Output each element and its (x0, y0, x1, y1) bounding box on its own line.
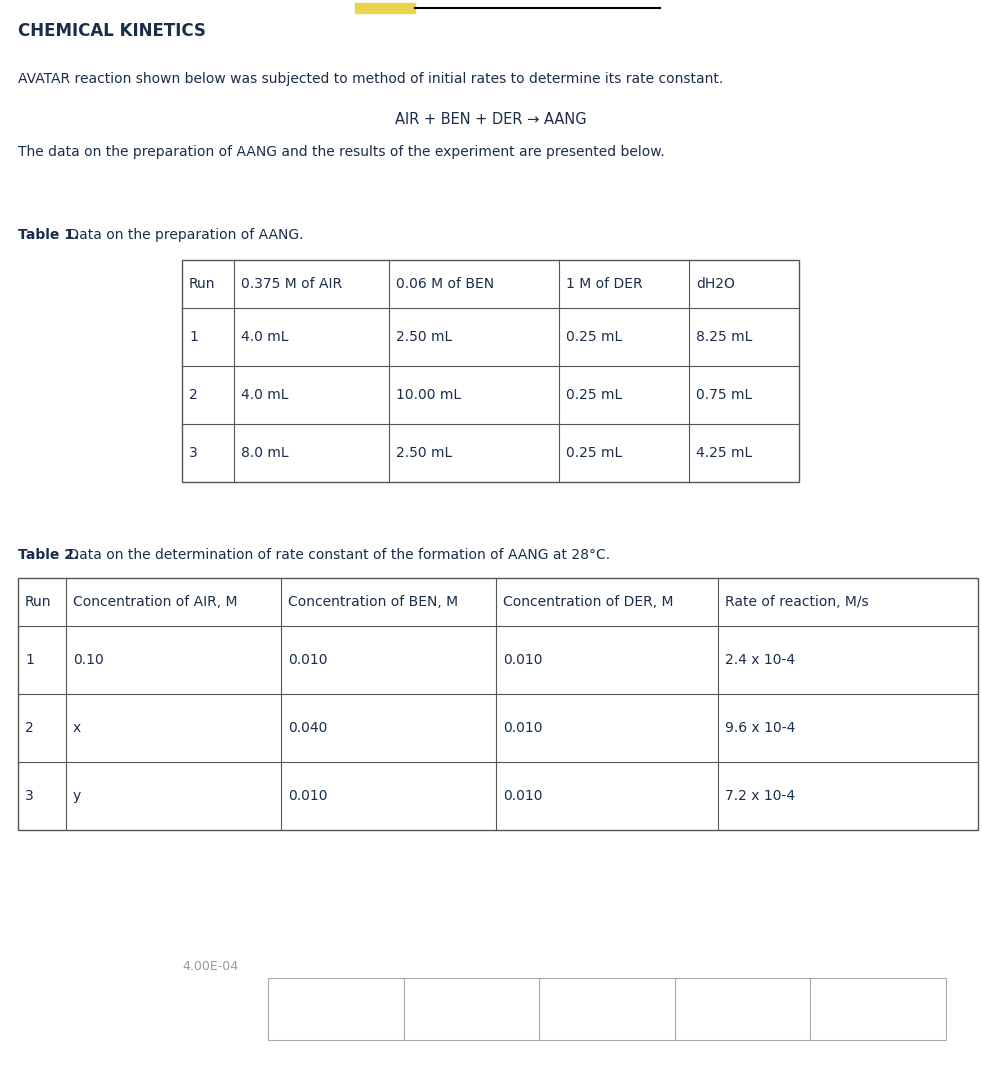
Text: 0.010: 0.010 (288, 789, 328, 804)
Text: 0.010: 0.010 (288, 653, 328, 667)
Text: 0.75 mL: 0.75 mL (696, 388, 752, 402)
Text: 0.010: 0.010 (503, 653, 542, 667)
Text: Data on the determination of rate constant of the formation of AANG at 28°C.: Data on the determination of rate consta… (64, 548, 610, 562)
Text: 1: 1 (25, 653, 33, 667)
Text: 2.50 mL: 2.50 mL (396, 446, 453, 460)
Text: 4.00E-04: 4.00E-04 (182, 960, 238, 973)
Text: Run: Run (25, 595, 51, 609)
Text: 8.0 mL: 8.0 mL (241, 446, 289, 460)
Text: dH2O: dH2O (696, 276, 735, 291)
Text: 0.25 mL: 0.25 mL (566, 330, 623, 345)
Text: 9.6 x 10-4: 9.6 x 10-4 (725, 721, 795, 735)
Text: Concentration of BEN, M: Concentration of BEN, M (288, 595, 459, 609)
Text: 4.25 mL: 4.25 mL (696, 446, 752, 460)
Text: 7.2 x 10-4: 7.2 x 10-4 (725, 789, 795, 804)
Text: 0.010: 0.010 (503, 721, 542, 735)
Text: 0.010: 0.010 (503, 789, 542, 804)
Text: Concentration of DER, M: Concentration of DER, M (503, 595, 674, 609)
Bar (182, 260, 799, 482)
Text: 8.25 mL: 8.25 mL (696, 330, 752, 345)
Text: Concentration of AIR, M: Concentration of AIR, M (73, 595, 238, 609)
Text: Run: Run (189, 276, 215, 291)
Text: 3: 3 (189, 446, 197, 460)
Text: 3: 3 (25, 789, 33, 804)
Text: 4.0 mL: 4.0 mL (241, 388, 289, 402)
Text: Rate of reaction, M/s: Rate of reaction, M/s (725, 595, 869, 609)
Bar (355, 3, 415, 13)
Text: 2.50 mL: 2.50 mL (396, 330, 453, 345)
Text: Data on the preparation of AANG.: Data on the preparation of AANG. (64, 228, 303, 242)
Bar (268, 978, 946, 1040)
Text: 2.4 x 10-4: 2.4 x 10-4 (725, 653, 795, 667)
Text: x: x (73, 721, 82, 735)
Text: Table 1.: Table 1. (18, 228, 80, 242)
Text: 0.25 mL: 0.25 mL (566, 446, 623, 460)
Text: 0.06 M of BEN: 0.06 M of BEN (396, 276, 494, 291)
Text: CHEMICAL KINETICS: CHEMICAL KINETICS (18, 22, 206, 40)
Text: AIR + BEN + DER → AANG: AIR + BEN + DER → AANG (395, 112, 587, 127)
Text: 10.00 mL: 10.00 mL (396, 388, 462, 402)
Text: 4.0 mL: 4.0 mL (241, 330, 289, 345)
Text: 0.040: 0.040 (288, 721, 327, 735)
Text: Table 2.: Table 2. (18, 548, 80, 562)
Text: 1: 1 (189, 330, 198, 345)
Bar (18, 578, 978, 831)
Text: 2: 2 (189, 388, 197, 402)
Text: 0.10: 0.10 (73, 653, 104, 667)
Text: 1 M of DER: 1 M of DER (566, 276, 642, 291)
Text: AVATAR reaction shown below was subjected to method of initial rates to determin: AVATAR reaction shown below was subjecte… (18, 72, 724, 86)
Text: y: y (73, 789, 82, 804)
Text: 0.375 M of AIR: 0.375 M of AIR (241, 276, 342, 291)
Text: 2: 2 (25, 721, 33, 735)
Text: The data on the preparation of AANG and the results of the experiment are presen: The data on the preparation of AANG and … (18, 145, 665, 159)
Text: 0.25 mL: 0.25 mL (566, 388, 623, 402)
